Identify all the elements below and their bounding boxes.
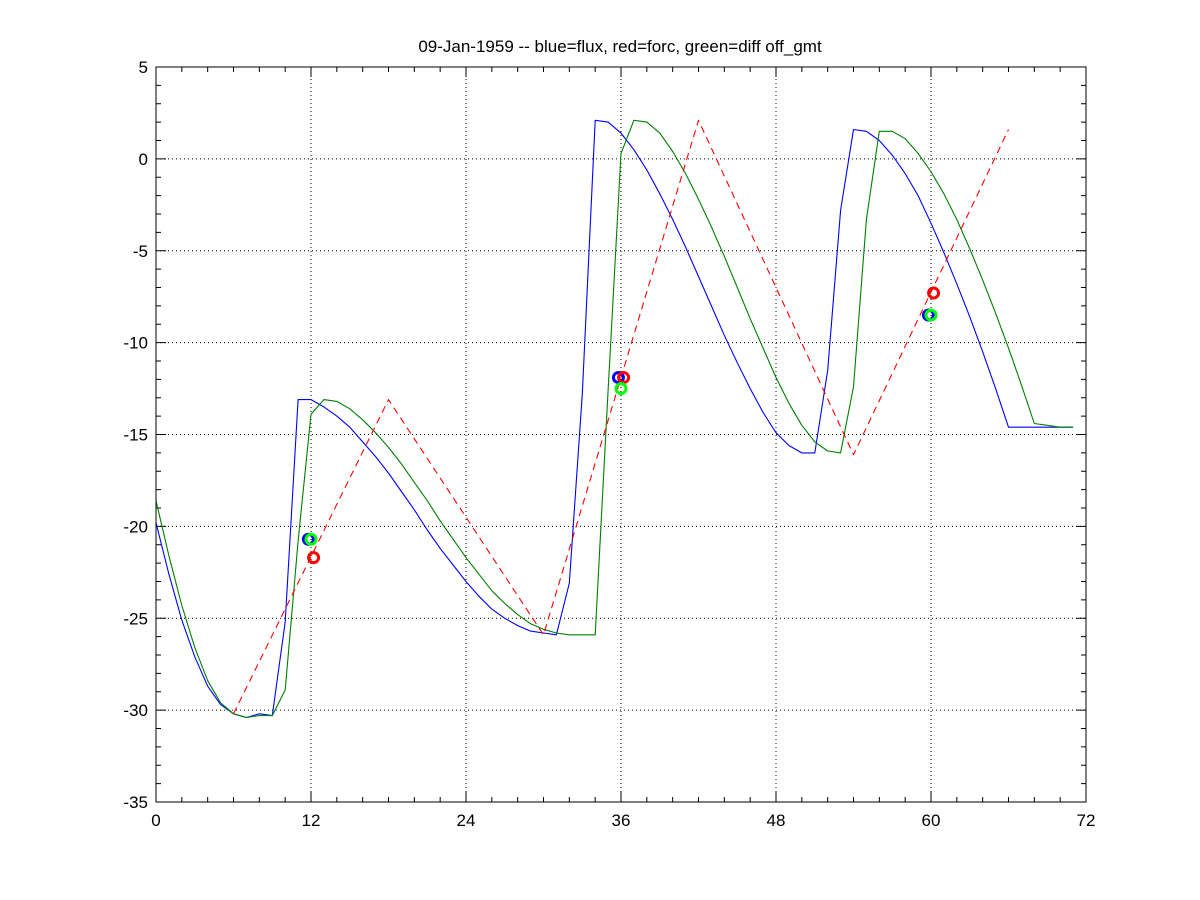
tick-labels: 0 12 24 36 48 60 72 5 0 -5 -10 -15 -20 -25 -30 -35 [123,58,1095,830]
marker-circle [924,308,938,322]
series-layer [155,119,1074,719]
x-tick-label: 0 [151,811,160,830]
y-tick-label: -15 [123,426,148,445]
x-tick-label: 60 [922,811,941,830]
y-tick-label: -5 [133,242,148,261]
y-tick-label: -10 [123,334,148,353]
y-tick-label: -20 [123,517,148,536]
y-tick-label: -30 [123,701,148,720]
marker-circle [307,551,321,565]
y-tick-label: 0 [139,150,148,169]
y-tick-label: -25 [123,609,148,628]
marker-circle [611,371,625,385]
x-tick-label: 72 [1077,811,1096,830]
marker-circle [304,532,318,546]
plot-frame [155,66,1087,803]
y-tick-label: 5 [139,58,148,77]
x-tick-label: 24 [457,811,476,830]
series-line-0 [155,119,1074,719]
marker-circle [614,382,628,396]
series-line-2 [233,119,1009,715]
ticks [155,66,1087,803]
chart-title: 09-Jan-1959 -- blue=flux, red=forc, gree… [418,37,822,56]
series-line-1 [155,119,1074,719]
x-tick-label: 36 [612,811,631,830]
marker-circle [927,286,941,300]
marker-circle [617,371,631,385]
marker-layer [301,286,941,565]
x-tick-label: 12 [302,811,321,830]
y-tick-label: -35 [123,793,148,812]
x-tick-label: 48 [767,811,786,830]
